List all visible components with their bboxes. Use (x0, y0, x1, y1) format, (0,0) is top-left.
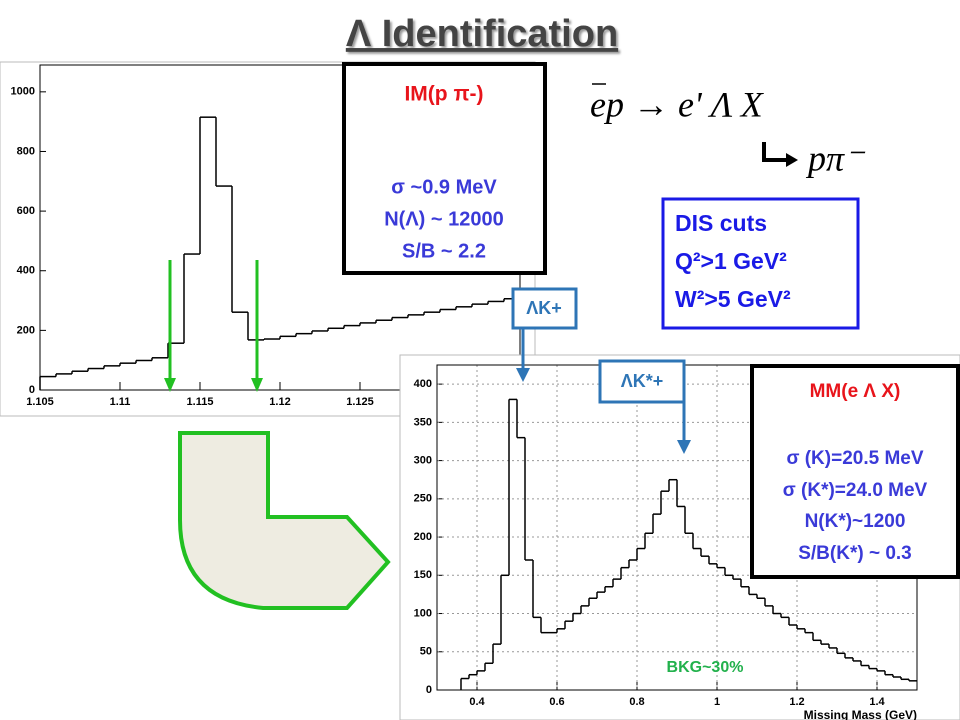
y-tick-label: 150 (414, 569, 432, 581)
im-line: N(Λ) ~ 12000 (384, 208, 504, 230)
y-tick-label: 400 (17, 265, 35, 277)
im-heading: IM(p π-) (404, 83, 483, 106)
flow-arrow (178, 431, 391, 610)
x-tick-label: 1.115 (187, 396, 214, 408)
im-box (342, 62, 547, 275)
y-tick-label: 100 (414, 607, 432, 619)
peak-arrow-head (516, 368, 530, 382)
x-tick-label: 1.105 (26, 396, 54, 408)
x-tick-label: 1.125 (346, 396, 374, 408)
x-axis-label: Missing Mass (GeV) (804, 708, 917, 720)
mm-line: N(K*)~1200 (805, 511, 906, 532)
dis-box (661, 197, 860, 330)
y-tick-label: 250 (414, 493, 432, 505)
cut-arrow-head (164, 378, 176, 392)
cut-arrow-head (251, 378, 263, 392)
x-tick-label: 0.6 (549, 696, 564, 708)
im-histogram: 0 200 400 600 800 1000 1.105 1.11 1.115 1.12 1.125 (11, 64, 521, 408)
dis-line: W²>5 GeV² (675, 286, 791, 312)
x-tick-label: 0.4 (469, 696, 485, 708)
im-line: S/B ~ 2.2 (402, 240, 486, 262)
reaction: ep → e' Λ X (590, 84, 765, 124)
mm-line: σ (K*)=24.0 MeV (783, 480, 928, 501)
peak-label: ΛK*+ (621, 371, 664, 391)
mm-box (750, 364, 960, 579)
y-tick-label: 600 (17, 205, 35, 217)
decay-arrow-head (786, 153, 798, 167)
decay: pπ⁻ (805, 138, 866, 178)
y-tick-label: 50 (420, 646, 432, 658)
background-note: BKG~30% (667, 659, 744, 676)
mm-line: σ (K)=20.5 MeV (786, 448, 923, 469)
y-tick-label: 200 (17, 324, 35, 336)
y-tick-label: 800 (17, 145, 35, 157)
y-tick-label: 200 (414, 531, 432, 543)
x-tick-label: 1.4 (869, 696, 885, 708)
y-tick-label: 0 (426, 684, 432, 696)
y-tick-label: 0 (29, 384, 35, 396)
peak-box (511, 287, 578, 330)
mm-heading: MM(e Λ X) (810, 381, 901, 402)
dis-line: Q²>1 GeV² (675, 248, 787, 274)
dis-line: DIS cuts (675, 210, 767, 236)
peak-label: ΛK+ (526, 298, 562, 318)
y-tick-label: 400 (414, 378, 432, 390)
decay-arrow (762, 142, 790, 162)
x-tick-label: 1.11 (110, 396, 131, 408)
y-tick-label: 350 (414, 416, 432, 428)
y-tick-label: 300 (414, 454, 432, 466)
slide-title: Λ Identification (346, 13, 618, 55)
x-tick-label: 1 (714, 696, 720, 708)
peak-arrow-head (677, 440, 691, 454)
x-tick-label: 1.2 (789, 696, 804, 708)
im-line: σ ~0.9 MeV (391, 176, 497, 198)
x-tick-label: 1.12 (269, 396, 290, 408)
peak-box (598, 359, 686, 404)
y-tick-label: 1000 (11, 86, 35, 98)
mm-line: S/B(K*) ~ 0.3 (798, 543, 912, 564)
x-tick-label: 0.8 (629, 696, 644, 708)
